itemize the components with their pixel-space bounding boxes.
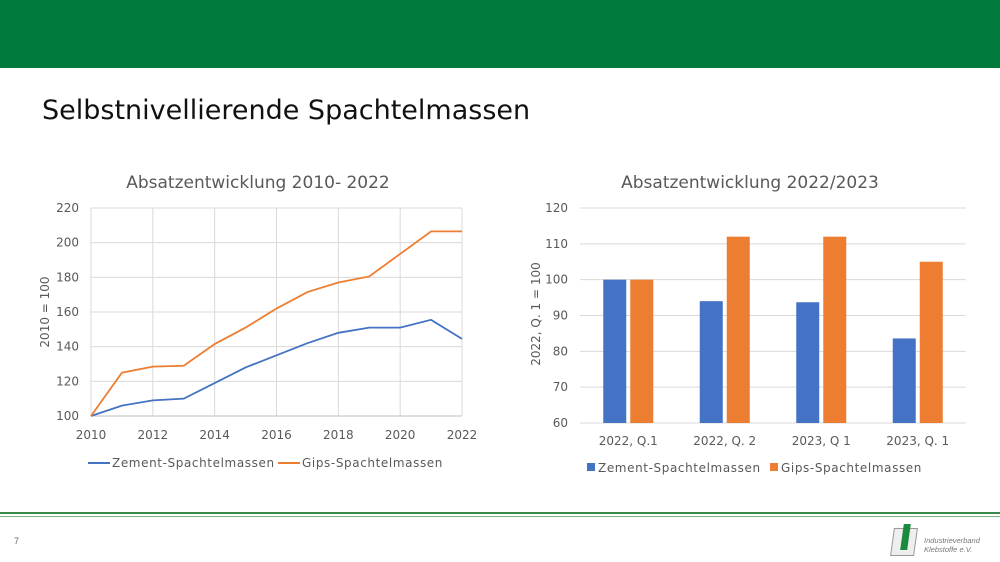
x-tick-label: 2023, Q. 1 (886, 434, 949, 448)
x-tick-label: 2023, Q 1 (792, 434, 851, 448)
y-tick-label: 120 (56, 374, 79, 388)
y-tick-label: 220 (56, 201, 79, 215)
y-tick-label: 180 (56, 270, 79, 284)
y-tick-label: 90 (553, 309, 568, 323)
series-line-zement (90, 318, 463, 417)
bar-gips (726, 236, 750, 423)
x-tick-label: 2020 (385, 428, 416, 442)
y-tick-label: 120 (545, 201, 568, 215)
chart-title: Absatzentwicklung 2022/2023 (621, 173, 879, 193)
legend-label: Gips-Spachtelmassen (781, 461, 922, 475)
logo-text-line: Industrieverband (924, 536, 980, 545)
bar-gips (630, 279, 654, 423)
footer-divider-thin (0, 516, 1000, 517)
page-number: 7 (14, 536, 20, 546)
header-banner (0, 0, 1000, 68)
y-tick-label: 80 (553, 344, 568, 358)
page-title: Selbstnivellierende Spachtelmassen (42, 95, 531, 126)
y-tick-label: 200 (56, 236, 79, 250)
chart-title: Absatzentwicklung 2010- 2022 (126, 173, 390, 193)
x-tick-label: 2022 (447, 428, 478, 442)
legend-swatch (587, 463, 595, 471)
legend-label: Gips-Spachtelmassen (302, 456, 443, 470)
y-tick-label: 110 (545, 237, 568, 251)
x-tick-label: 2016 (261, 428, 292, 442)
legend-swatch (770, 463, 778, 471)
bar-gips (919, 261, 943, 423)
bar-gips (823, 236, 847, 423)
x-tick-label: 2018 (323, 428, 354, 442)
x-tick-label: 2022, Q.1 (599, 434, 658, 448)
logo-text: Industrieverband Klebstoffe e.V. (924, 536, 980, 554)
y-tick-label: 100 (56, 409, 79, 423)
x-tick-label: 2014 (199, 428, 230, 442)
x-tick-label: 2012 (138, 428, 169, 442)
legend-label: Zement-Spachtelmassen (598, 461, 761, 475)
y-tick-label: 100 (545, 273, 568, 287)
x-tick-label: 2010 (76, 428, 107, 442)
bar-zement (603, 279, 627, 423)
y-tick-label: 160 (56, 305, 79, 319)
bar-zement (796, 302, 820, 423)
y-axis-label: 2022, Q. 1 = 100 (529, 262, 543, 365)
y-tick-label: 60 (553, 416, 568, 430)
y-axis-label: 2010 = 100 (38, 276, 52, 347)
logo-text-line: Klebstoffe e.V. (924, 545, 973, 554)
footer-divider (0, 512, 1000, 514)
series-line-gips (90, 230, 462, 417)
bar-zement (892, 338, 916, 423)
x-tick-label: 2022, Q. 2 (693, 434, 756, 448)
logo: Industrieverband Klebstoffe e.V. (890, 522, 997, 558)
y-tick-label: 70 (553, 380, 568, 394)
y-tick-label: 140 (56, 340, 79, 354)
legend-label: Zement-Spachtelmassen (112, 456, 275, 470)
bar-zement (699, 301, 723, 423)
